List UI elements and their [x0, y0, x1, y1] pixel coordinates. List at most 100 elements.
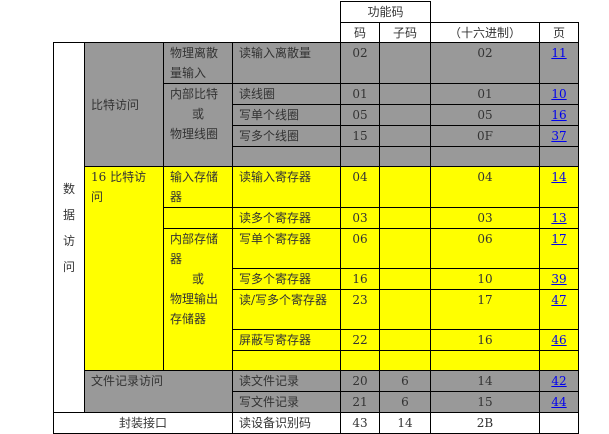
- hex-code: 0F: [430, 125, 540, 147]
- label-line: 内部比特: [170, 87, 219, 101]
- data-access-cell: 数据访问: [53, 42, 85, 413]
- sub-code: 6: [379, 370, 431, 392]
- function-code: 43: [340, 412, 380, 434]
- function-code: 21: [340, 391, 380, 413]
- function-name: [232, 146, 341, 167]
- sub-code: [379, 125, 431, 147]
- internal-or-holding-registers-label: 内部存储器或物理输出存储器: [163, 228, 233, 371]
- hex-code: 03: [430, 207, 540, 229]
- sub-code: [379, 350, 431, 371]
- page-cell: 42: [539, 370, 579, 392]
- table-row: 内部比特或物理线圈 读线圈 01 01 10: [54, 83, 579, 167]
- spacer: [540, 2, 579, 23]
- sub-code: [379, 268, 431, 290]
- sub-code: 6: [379, 391, 431, 413]
- table-row: 屏蔽写寄存器 22 16 46: [54, 329, 579, 351]
- function-code: 15: [340, 125, 380, 147]
- page-cell: 44: [539, 391, 579, 413]
- table-row: [54, 350, 579, 371]
- page-link[interactable]: 17: [551, 232, 567, 246]
- sub-code: [379, 166, 431, 208]
- physical-discrete-inputs-label: 物理离散量输入: [163, 42, 233, 84]
- sub-code: 14: [379, 412, 431, 434]
- table-row: 写多个线圈 15 0F 37: [54, 125, 579, 147]
- sub-code: [379, 207, 431, 229]
- hex-code: 02: [430, 42, 540, 84]
- page-link[interactable]: 46: [551, 333, 567, 347]
- bit-access-label: 比特访问: [84, 42, 164, 167]
- page-cell: 39: [539, 268, 579, 290]
- page-cell: 14: [539, 166, 579, 208]
- page-link[interactable]: 39: [551, 272, 567, 286]
- function-code: 16: [340, 268, 380, 290]
- function-code: [340, 146, 380, 167]
- function-code: 05: [340, 104, 380, 126]
- code-header: 码: [340, 22, 380, 44]
- function-code: [340, 350, 380, 371]
- function-code: 03: [340, 207, 380, 229]
- header-table: 功能码 码 子码 （十六进制） 页: [340, 1, 579, 44]
- page-link[interactable]: 42: [551, 374, 567, 388]
- function-code: 23: [340, 289, 380, 330]
- function-code: 02: [340, 42, 380, 84]
- hex-code: 10: [430, 268, 540, 290]
- hex-code: 16: [430, 329, 540, 351]
- function-name: 读设备识别码: [232, 412, 341, 434]
- hex-code: 06: [430, 228, 540, 269]
- label-line: 物理输出存储器: [170, 292, 219, 326]
- hex-code: 04: [430, 166, 540, 208]
- table-row: 写多个寄存器 16 10 39: [54, 268, 579, 290]
- function-name: 写文件记录: [232, 391, 341, 413]
- sub-code: [379, 289, 431, 330]
- page-link[interactable]: 47: [551, 293, 567, 307]
- empty-cell: [163, 207, 233, 229]
- function-name: 屏蔽写寄存器: [232, 329, 341, 351]
- page-cell: [539, 146, 579, 167]
- function-name: [232, 350, 341, 371]
- table-row: 数据访问 比特访问 物理离散量输入 读输入离散量 02 02 11: [53, 42, 579, 413]
- function-name: 写多个寄存器: [232, 268, 341, 290]
- table-row: 16 比特访问 输入存储器 读输入寄存器 04 04 14: [54, 166, 579, 371]
- page-link[interactable]: 13: [551, 211, 567, 225]
- page-cell: 10: [539, 83, 579, 105]
- function-name: 读输入离散量: [232, 42, 341, 84]
- hex-code: 14: [430, 370, 540, 392]
- function-name: 读文件记录: [232, 370, 341, 392]
- page-cell: [539, 350, 579, 371]
- label-line: 内部存储器: [170, 232, 219, 266]
- sub-code-header: 子码: [379, 22, 431, 44]
- page-header: 页: [539, 22, 579, 44]
- page-link[interactable]: 14: [551, 170, 567, 184]
- function-name: 写单个线圈: [232, 104, 341, 126]
- hex-code: 2B: [430, 412, 540, 434]
- file-record-access-label: 文件记录访问: [84, 370, 233, 413]
- table-row: 读多个寄存器 03 03 13: [54, 207, 579, 229]
- page-link[interactable]: 37: [551, 129, 567, 143]
- register-access-label: 16 比特访问: [84, 166, 164, 371]
- function-code: 20: [340, 370, 380, 392]
- page-cell: 37: [539, 125, 579, 147]
- function-code: 01: [340, 83, 380, 105]
- function-code: 06: [340, 228, 380, 269]
- sub-code: [379, 104, 431, 126]
- page-cell: [539, 412, 579, 434]
- function-name: 读输入寄存器: [232, 166, 341, 208]
- sub-code: [379, 83, 431, 105]
- page-cell: 47: [539, 289, 579, 330]
- page-cell: 11: [539, 42, 579, 84]
- hex-code: 01: [430, 83, 540, 105]
- sub-code: [379, 329, 431, 351]
- label-line: 物理线圈: [170, 127, 219, 141]
- hex-code: [430, 350, 540, 371]
- function-code: 04: [340, 166, 380, 208]
- page-link[interactable]: 11: [551, 46, 567, 60]
- page-cell: 17: [539, 228, 579, 269]
- page-link[interactable]: 10: [551, 87, 567, 101]
- page-cell: 16: [539, 104, 579, 126]
- page-link[interactable]: 16: [551, 108, 567, 122]
- function-name: 写多个线圈: [232, 125, 341, 147]
- spacer: [431, 2, 540, 23]
- page-link[interactable]: 44: [551, 395, 567, 409]
- table-row: 封装接口 读设备识别码 43 14 2B: [53, 412, 579, 434]
- page-cell: 13: [539, 207, 579, 229]
